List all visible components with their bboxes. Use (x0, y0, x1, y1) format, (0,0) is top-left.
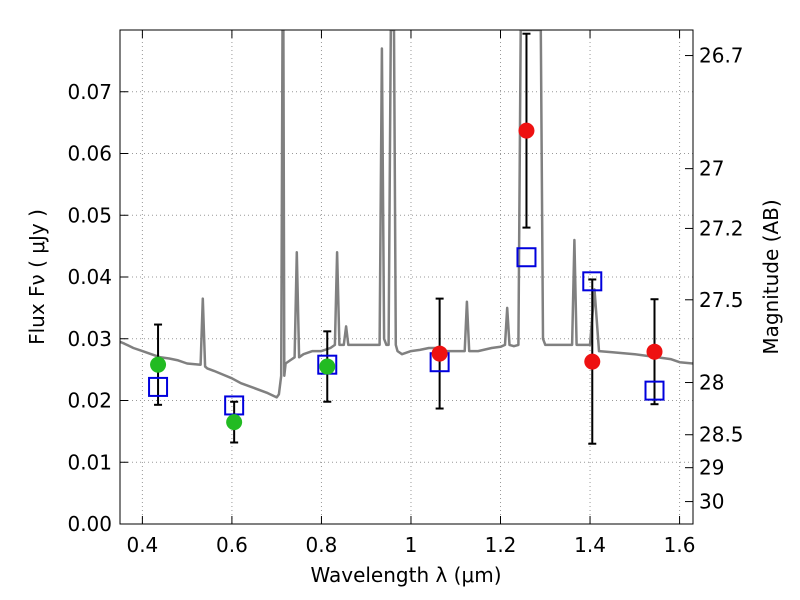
y-tick-label: 0.00 (67, 512, 112, 536)
y-tick-label: 0.07 (67, 80, 112, 104)
green-data-point (226, 414, 243, 431)
y-tick-label: 0.02 (67, 389, 112, 413)
y2-tick-label: 27.5 (699, 288, 744, 312)
y-tick-label: 0.03 (67, 327, 112, 351)
model-square-point (582, 271, 603, 292)
x-tick-label: 1.4 (574, 533, 606, 557)
y2-tick-label: 27 (699, 157, 724, 181)
spectrum-line (120, 30, 693, 399)
y-tick-label: 0.01 (67, 450, 112, 474)
x-tick-label: 1.2 (485, 533, 517, 557)
y-axis-label: Flux Fν ( μJy ) (25, 209, 49, 345)
red-data-point (646, 343, 663, 360)
green-data-point (319, 358, 336, 375)
x-tick-label: 0.4 (126, 533, 158, 557)
x-axis-label: Wavelength λ (μm) (310, 563, 501, 587)
red-data-point (518, 122, 535, 139)
plot-area (120, 30, 693, 445)
x-tick-label: 1 (405, 533, 418, 557)
y2-tick-label: 28.5 (699, 423, 744, 447)
y2-tick-label: 26.7 (699, 44, 744, 68)
y-tick-label: 0.04 (67, 265, 112, 289)
x-tick-label: 1.6 (664, 533, 696, 557)
y2-tick-label: 30 (699, 490, 724, 514)
y2-tick-label: 28 (699, 371, 724, 395)
y2-tick-label: 29 (699, 456, 724, 480)
model-square-point (148, 376, 169, 397)
y-tick-label: 0.05 (67, 203, 112, 227)
model-square-point (516, 247, 537, 268)
axes: 0.4 0.6 0.8 1 1.2 1.4 1.6 0.00 0.01 0.02 0.03 0.04 0… (67, 30, 744, 557)
y2-tick-label: 27.2 (699, 216, 744, 240)
y-tick-label: 0.06 (67, 142, 112, 166)
y2-axis-label: Magnitude (AB) (759, 199, 783, 354)
x-tick-label: 0.8 (306, 533, 338, 557)
red-data-point (431, 345, 448, 362)
x-tick-label: 0.6 (216, 533, 248, 557)
red-data-point (584, 353, 601, 370)
green-data-point (150, 356, 167, 373)
model-square-point (644, 380, 665, 401)
